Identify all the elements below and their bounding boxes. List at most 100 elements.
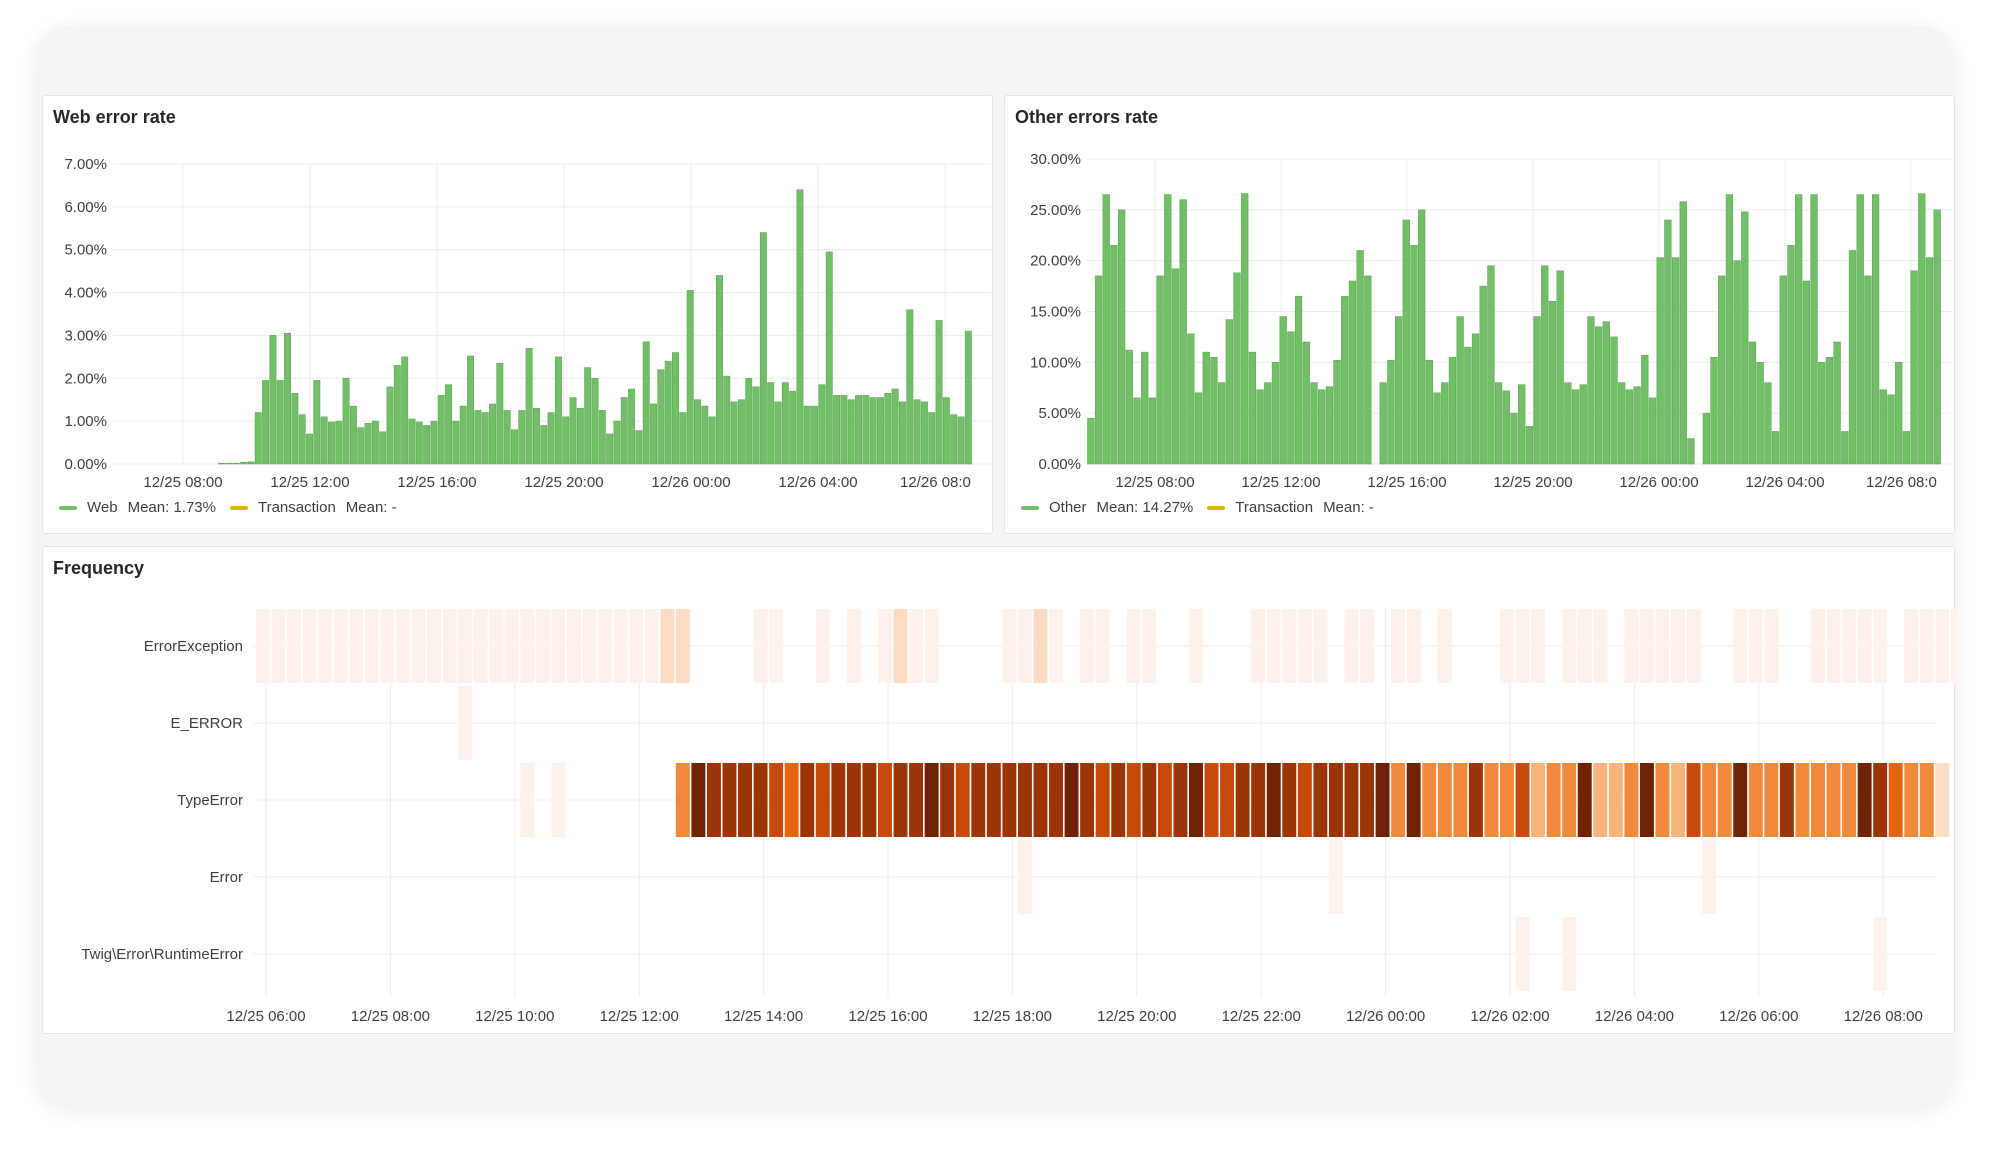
heatmap-cell[interactable]: [1360, 763, 1374, 837]
heatmap-cell[interactable]: [1126, 609, 1141, 683]
bar[interactable]: [657, 369, 665, 465]
heatmap-cell[interactable]: [1282, 763, 1297, 837]
heatmap-cell[interactable]: [489, 609, 504, 683]
heatmap-cell[interactable]: [1888, 763, 1903, 837]
bar[interactable]: [774, 401, 782, 465]
bar[interactable]: [1741, 211, 1749, 465]
heatmap-cell[interactable]: [1515, 609, 1530, 683]
bar[interactable]: [796, 189, 804, 465]
bar[interactable]: [1302, 341, 1310, 465]
bar[interactable]: [1918, 193, 1926, 465]
bar[interactable]: [833, 395, 841, 465]
bar[interactable]: [1333, 359, 1341, 465]
bar[interactable]: [672, 352, 679, 465]
bar[interactable]: [847, 399, 855, 465]
bar[interactable]: [1702, 412, 1710, 465]
heatmap-cell[interactable]: [1437, 763, 1452, 837]
heatmap-cell[interactable]: [1422, 763, 1437, 837]
bar[interactable]: [1887, 394, 1895, 465]
bar[interactable]: [877, 397, 884, 465]
heatmap-cell[interactable]: [1515, 917, 1530, 991]
heatmap-cell[interactable]: [1017, 609, 1032, 683]
bar[interactable]: [349, 405, 357, 465]
heatmap-cell[interactable]: [1733, 609, 1748, 683]
bar[interactable]: [1710, 356, 1718, 465]
heatmap-cell[interactable]: [1297, 763, 1312, 837]
bar[interactable]: [1141, 351, 1149, 465]
heatmap-cell[interactable]: [1608, 763, 1623, 837]
heatmap-cell[interactable]: [582, 609, 597, 683]
bar[interactable]: [1871, 194, 1880, 465]
bar[interactable]: [1210, 356, 1218, 465]
bar[interactable]: [1279, 316, 1287, 465]
heatmap-cell[interactable]: [1453, 763, 1468, 837]
heatmap-cell[interactable]: [675, 763, 690, 837]
bar[interactable]: [745, 377, 753, 465]
heatmap-cell[interactable]: [1204, 763, 1219, 837]
bar[interactable]: [1510, 412, 1518, 465]
bar[interactable]: [1402, 219, 1410, 465]
heatmap-cell[interactable]: [1546, 763, 1561, 837]
bar[interactable]: [1325, 386, 1333, 465]
bar[interactable]: [1094, 275, 1103, 465]
bar[interactable]: [320, 416, 328, 465]
bar[interactable]: [1756, 362, 1764, 465]
bar[interactable]: [679, 412, 687, 465]
heatmap-cell[interactable]: [551, 763, 566, 837]
heatmap-cell[interactable]: [1748, 763, 1763, 837]
bar[interactable]: [1833, 341, 1841, 465]
heatmap-cell[interactable]: [1764, 763, 1779, 837]
bar[interactable]: [1233, 272, 1241, 465]
bar[interactable]: [1587, 316, 1595, 465]
bar[interactable]: [1802, 280, 1811, 465]
bar[interactable]: [1879, 389, 1887, 465]
heatmap-cell[interactable]: [878, 763, 892, 837]
heatmap-cell[interactable]: [520, 763, 535, 837]
bar[interactable]: [1271, 362, 1280, 465]
bar[interactable]: [1687, 438, 1695, 465]
bar[interactable]: [1387, 359, 1395, 465]
bar[interactable]: [532, 407, 540, 465]
bar[interactable]: [1194, 392, 1203, 465]
heatmap-cell[interactable]: [660, 609, 675, 683]
heatmap-cell[interactable]: [1391, 763, 1406, 837]
heatmap-cell[interactable]: [1919, 763, 1934, 837]
bar[interactable]: [269, 335, 277, 465]
heatmap-cell[interactable]: [691, 763, 706, 837]
bar[interactable]: [1087, 417, 1095, 465]
bar[interactable]: [423, 425, 431, 465]
heatmap-cell[interactable]: [769, 763, 784, 837]
heatmap-cell[interactable]: [380, 609, 395, 683]
bar[interactable]: [1256, 389, 1264, 465]
bar[interactable]: [1610, 336, 1618, 465]
bar[interactable]: [803, 405, 811, 465]
bar[interactable]: [481, 412, 489, 465]
heatmap-cell[interactable]: [349, 609, 364, 683]
heatmap-cell[interactable]: [1671, 763, 1685, 837]
bar[interactable]: [386, 386, 394, 465]
bar[interactable]: [1241, 193, 1249, 465]
bar[interactable]: [1548, 301, 1557, 465]
heatmap-cell[interactable]: [598, 609, 613, 683]
heatmap-cell[interactable]: [302, 609, 317, 683]
heatmap-cell[interactable]: [1857, 763, 1872, 837]
bar[interactable]: [1810, 194, 1818, 465]
bar[interactable]: [247, 461, 255, 465]
heatmap-cell[interactable]: [1328, 763, 1343, 837]
bar[interactable]: [496, 362, 504, 465]
heatmap-cell[interactable]: [769, 609, 784, 683]
bar[interactable]: [1525, 426, 1534, 465]
bar[interactable]: [591, 377, 599, 465]
heatmap-cell[interactable]: [1484, 763, 1499, 837]
bar[interactable]: [225, 462, 233, 465]
bar[interactable]: [1418, 209, 1426, 465]
heatmap-cell[interactable]: [1049, 763, 1063, 837]
bar[interactable]: [628, 388, 636, 465]
legend-series-transaction[interactable]: Transaction: [1235, 499, 1314, 516]
bar[interactable]: [759, 232, 767, 465]
bar[interactable]: [1202, 351, 1210, 465]
heatmap-cell[interactable]: [551, 609, 566, 683]
bar[interactable]: [1102, 194, 1110, 465]
heatmap-cell[interactable]: [1235, 763, 1250, 837]
legend-series-other[interactable]: Other: [1049, 499, 1087, 516]
